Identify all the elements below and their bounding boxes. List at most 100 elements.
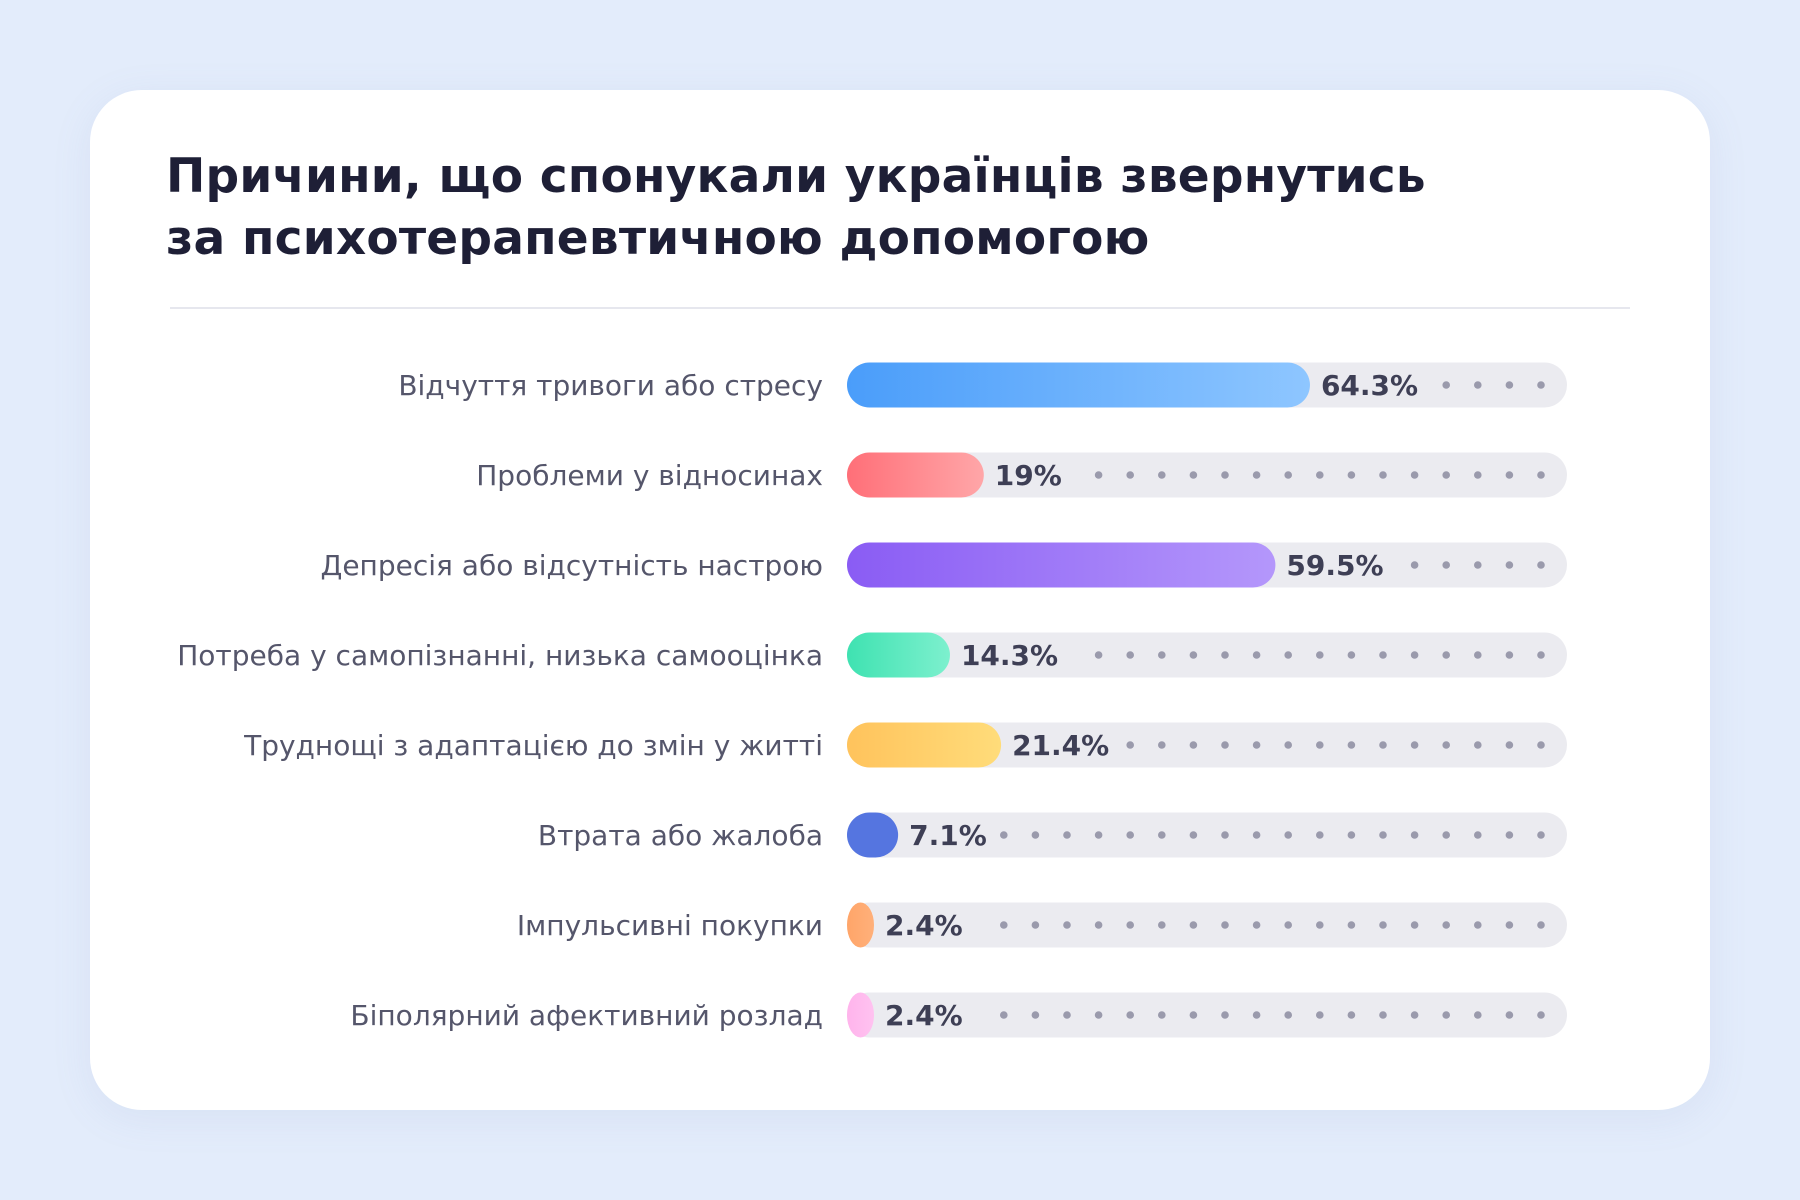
track-dot: [1410, 651, 1419, 659]
track-dot: [1252, 741, 1261, 749]
value-label: 2.4%: [885, 909, 963, 942]
track-dot: [1284, 831, 1292, 839]
track-dot: [1505, 471, 1514, 479]
track-dot: [1316, 471, 1324, 479]
track-dot: [1221, 651, 1229, 659]
value-label: 21.4%: [1012, 729, 1109, 762]
track-dot: [1126, 471, 1134, 479]
track-dot: [1126, 831, 1134, 839]
track-dot: [1189, 1011, 1198, 1019]
track-dot: [1158, 741, 1166, 749]
track-dot: [1442, 561, 1450, 569]
track-dot: [1505, 921, 1514, 929]
bar-row: Потреба у самопізнанні, низька самооцінк…: [177, 632, 1567, 678]
bar-track: [847, 902, 1567, 948]
track-dot: [1537, 741, 1545, 749]
track-dot: [1063, 1011, 1071, 1019]
track-dot: [1126, 921, 1134, 929]
bar: [847, 812, 899, 858]
track-dot: [1410, 741, 1419, 749]
track-dot: [1284, 741, 1292, 749]
category-label: Труднощі з адаптацією до змін у житті: [243, 729, 823, 762]
track-dot: [1316, 921, 1324, 929]
category-label: Проблеми у відносинах: [476, 459, 823, 492]
track-dot: [1316, 651, 1324, 659]
track-dot: [1537, 831, 1545, 839]
track-dot: [1284, 1011, 1292, 1019]
category-label: Відчуття тривоги або стресу: [398, 369, 823, 402]
track-dot: [1158, 831, 1166, 839]
track-dot: [1031, 921, 1040, 929]
track-dot: [1284, 471, 1292, 479]
track-dot: [1347, 741, 1356, 749]
track-dot: [1189, 831, 1198, 839]
track-dot: [1474, 561, 1482, 569]
track-dot: [1000, 921, 1008, 929]
chart-title-line-1: Причини, що спонукали українців звернути…: [166, 149, 1426, 204]
bar-track: [847, 632, 1567, 678]
track-dot: [1316, 831, 1324, 839]
track-dot: [1537, 471, 1545, 479]
category-label: Втрата або жалоба: [538, 819, 823, 852]
track-dot: [1347, 921, 1356, 929]
track-dot: [1063, 831, 1071, 839]
track-dot: [1316, 741, 1324, 749]
track-dot: [1442, 1011, 1450, 1019]
track-dot: [1063, 921, 1071, 929]
track-dot: [1221, 1011, 1229, 1019]
category-label: Депресія або відсутність настрою: [320, 549, 823, 582]
track-dot: [1505, 741, 1514, 749]
track-dot: [1379, 921, 1387, 929]
bar-track: [847, 452, 1567, 498]
track-dot: [1474, 651, 1482, 659]
track-dot: [1158, 651, 1166, 659]
track-dot: [1505, 381, 1514, 389]
track-dot: [1000, 831, 1008, 839]
value-label: 64.3%: [1321, 369, 1418, 402]
track-dot: [1189, 921, 1198, 929]
chart-title-line-2: за психотерапевтичною допомогою: [166, 211, 1150, 266]
track-dot: [1252, 921, 1261, 929]
track-dot: [1126, 1011, 1134, 1019]
bar-track: [847, 992, 1567, 1038]
track-dot: [1410, 471, 1419, 479]
bar: [847, 362, 1310, 408]
track-dot: [1347, 471, 1356, 479]
bar-row: Проблеми у відносинах 19%: [476, 452, 1567, 498]
track-dot: [1505, 831, 1514, 839]
track-dot: [1379, 1011, 1387, 1019]
track-dot: [1158, 1011, 1166, 1019]
track-dot: [1221, 471, 1229, 479]
track-dot: [1158, 471, 1166, 479]
bar-row: Імпульсивні покупки 2.4%: [517, 902, 1567, 948]
track-dot: [1252, 1011, 1261, 1019]
bar: [847, 902, 874, 948]
category-label: Потреба у самопізнанні, низька самооцінк…: [177, 639, 823, 672]
track-dot: [1221, 831, 1229, 839]
track-dot: [1379, 651, 1387, 659]
bar-row: Втрата або жалоба 7.1%: [538, 812, 1567, 858]
category-label: Біполярний афективний розлад: [350, 999, 823, 1032]
track-dot: [1221, 921, 1229, 929]
track-dot: [1442, 651, 1450, 659]
bar-row: Депресія або відсутність настрою 59.5%: [320, 542, 1567, 588]
track-dot: [1474, 1011, 1482, 1019]
track-dot: [1442, 831, 1450, 839]
track-dot: [1252, 831, 1261, 839]
bar: [847, 452, 984, 498]
track-dot: [1189, 741, 1198, 749]
track-dot: [1379, 471, 1387, 479]
track-dot: [1031, 1011, 1040, 1019]
track-dot: [1505, 651, 1514, 659]
track-dot: [1379, 831, 1387, 839]
value-label: 2.4%: [885, 999, 963, 1032]
track-dot: [1410, 1011, 1419, 1019]
track-dot: [1284, 921, 1292, 929]
track-dot: [1474, 381, 1482, 389]
track-dot: [1158, 921, 1166, 929]
bar: [847, 992, 874, 1038]
track-dot: [1347, 1011, 1356, 1019]
track-dot: [1189, 651, 1198, 659]
value-label: 7.1%: [909, 819, 987, 852]
